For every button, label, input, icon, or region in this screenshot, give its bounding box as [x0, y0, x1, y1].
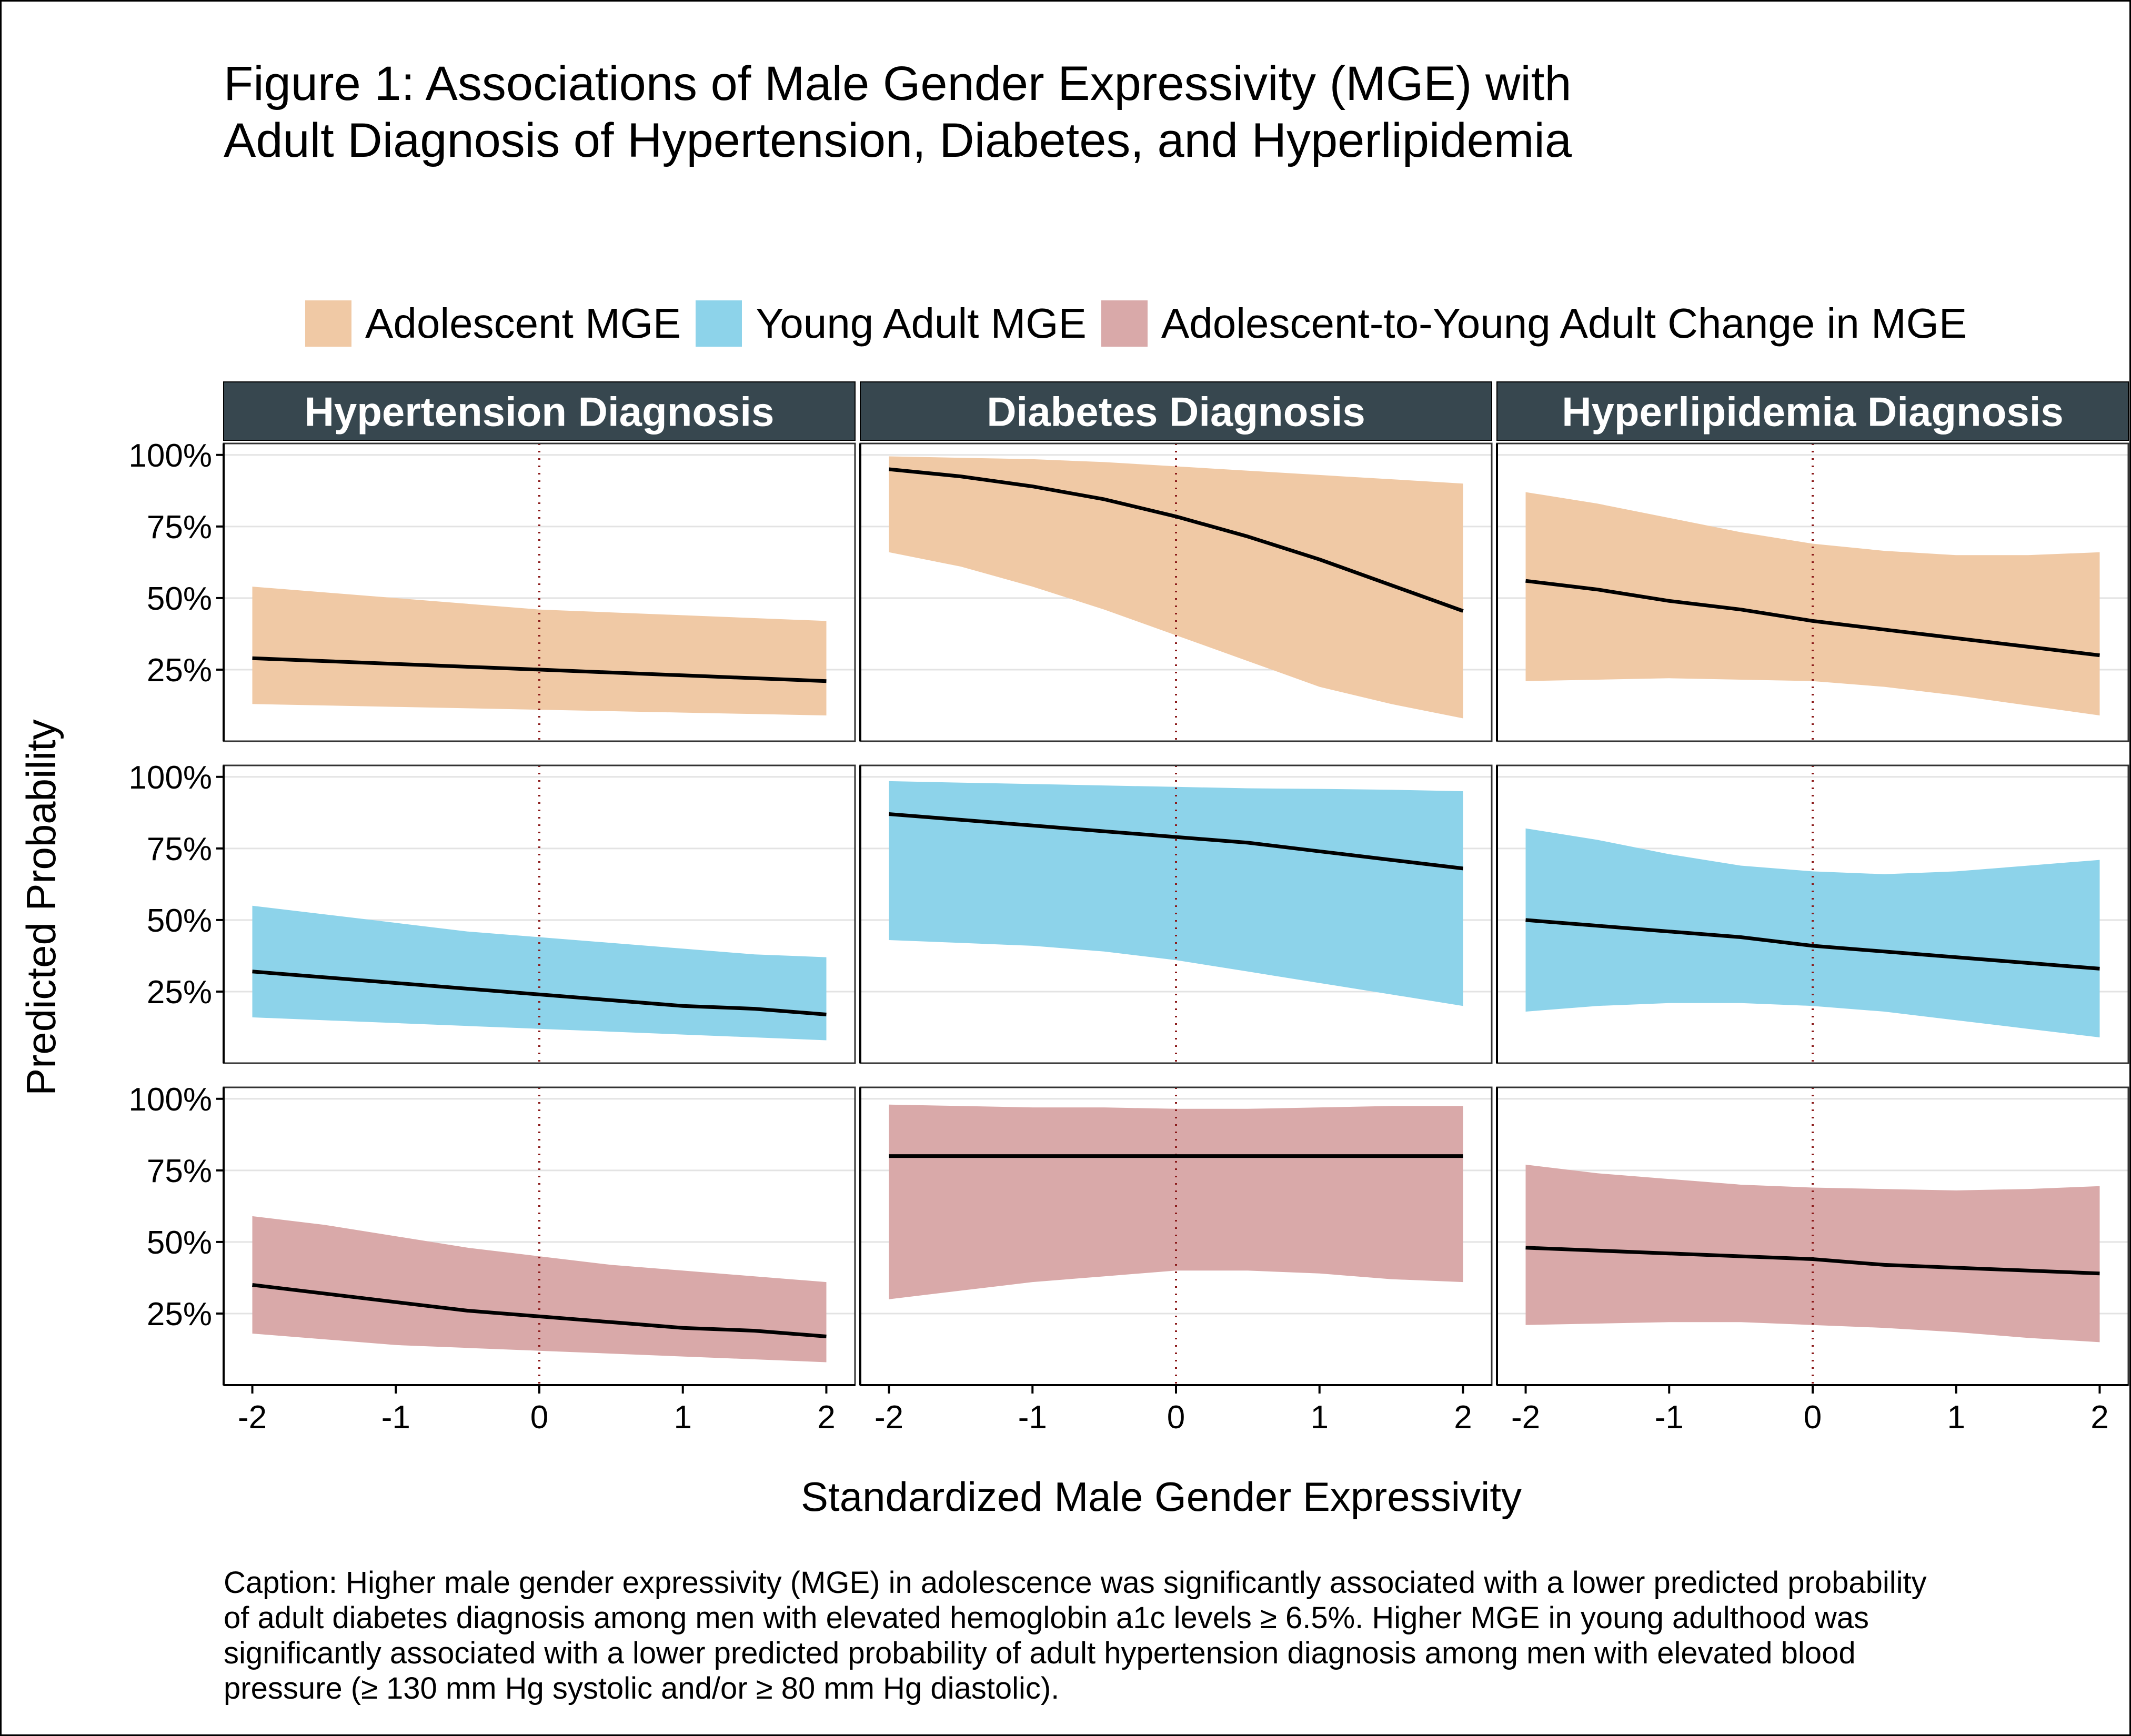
x-tick-label: 1	[1310, 1399, 1328, 1436]
legend-swatch-change	[1101, 300, 1148, 347]
panel-hypertension-diagnosis-young-adult-mge: 100% 75% 50% 25%	[128, 760, 856, 1064]
panel-hypertension-diagnosis-adolescent-to-young-adult-change-in-mge: 100% 75% 50% 25% -2 -1 0 1 2	[128, 1082, 856, 1436]
y-tick-label: 100%	[128, 438, 212, 474]
x-tick-label: 2	[2090, 1399, 2108, 1436]
x-tick-label: -1	[1655, 1399, 1684, 1436]
legend-label-young-adult: Young Adult MGE	[756, 300, 1087, 347]
confidence-band	[1525, 492, 2100, 715]
panel-diabetes-diagnosis-young-adult-mge	[859, 764, 1493, 1064]
y-tick-label: 50%	[147, 581, 212, 617]
x-axis-title: Standardized Male Gender Expressivity	[801, 1473, 1522, 1520]
panel-hyperlipidemia-diagnosis-adolescent-to-young-adult-change-in-mge: -2 -1 0 1 2	[1496, 1086, 2129, 1436]
x-tick-label: 0	[1167, 1399, 1185, 1436]
facet-strip-label-diabetes-diagnosis: Diabetes Diagnosis	[987, 389, 1365, 435]
x-tick-label: -2	[874, 1399, 903, 1436]
legend-swatch-young-adult	[696, 300, 742, 347]
fitted-line	[1525, 918, 2100, 971]
x-tick-label: -1	[381, 1399, 410, 1436]
title-line-1: Figure 1: Associations of Male Gender Ex…	[224, 57, 1572, 110]
x-tick-label: 0	[1804, 1399, 1822, 1436]
facet-strip-label-hyperlipidemia-diagnosis: Hyperlipidemia Diagnosis	[1562, 389, 2064, 435]
figure-title: Figure 1: Associations of Male Gender Ex…	[224, 55, 1572, 169]
fitted-line	[889, 467, 1464, 613]
legend-item-adolescent: Adolescent MGE	[305, 299, 681, 348]
y-tick-label: 75%	[147, 1153, 212, 1189]
y-tick-label: 25%	[147, 652, 212, 689]
legend-item-change: Adolescent-to-Young Adult Change in MGE	[1101, 299, 1967, 348]
facet-strip-diabetes-diagnosis	[860, 381, 1492, 441]
confidence-band	[889, 456, 1463, 719]
confidence-band	[1525, 828, 2100, 1037]
y-tick-label: 50%	[147, 1225, 212, 1261]
facet-strip-hyperlipidemia-diagnosis	[1496, 381, 2129, 441]
y-tick-label: 50%	[147, 903, 212, 939]
x-tick-label: -2	[238, 1399, 267, 1436]
caption-line-3: significantly associated with a lower pr…	[224, 1636, 1856, 1670]
x-tick-label: 2	[1454, 1399, 1472, 1436]
y-tick-label: 25%	[147, 1296, 212, 1333]
panel-diabetes-diagnosis-adolescent-mge	[859, 442, 1493, 742]
fitted-line	[252, 656, 827, 683]
panel-hyperlipidemia-diagnosis-adolescent-mge	[1496, 442, 2129, 742]
facet-strip-label-hypertension-diagnosis: Hypertension Diagnosis	[305, 389, 775, 435]
caption-line-2: of adult diabetes diagnosis among men wi…	[224, 1601, 1869, 1635]
legend: Adolescent MGE Young Adult MGE Adolescen…	[305, 297, 1982, 350]
x-tick-label: -2	[1511, 1399, 1540, 1436]
fitted-line	[1525, 579, 2100, 658]
fitted-line	[889, 812, 1463, 871]
confidence-band	[252, 1216, 827, 1362]
y-axis-title: Predicted Probability	[18, 719, 64, 1095]
x-tick-label: 2	[817, 1399, 835, 1436]
y-tick-label: 75%	[147, 831, 212, 867]
panel-hyperlipidemia-diagnosis-young-adult-mge	[1496, 764, 2129, 1064]
caption-line-1: Caption: Higher male gender expressivity…	[224, 1566, 1927, 1600]
x-tick-label: 1	[1947, 1399, 1965, 1436]
panel-hypertension-diagnosis-adolescent-mge: 100% 75% 50% 25%	[128, 438, 856, 742]
x-tick-label: 1	[674, 1399, 691, 1436]
y-tick-label: 75%	[147, 509, 212, 546]
figure-caption: Caption: Higher male gender expressivity…	[224, 1565, 2097, 1706]
fitted-line	[1525, 1246, 2100, 1276]
y-tick-label: 100%	[128, 760, 212, 796]
facet-strip-hypertension-diagnosis	[223, 381, 856, 441]
y-tick-label: 25%	[147, 974, 212, 1011]
panel-diabetes-diagnosis-adolescent-to-young-adult-change-in-mge: -2 -1 0 1 2	[859, 1086, 1493, 1436]
confidence-band	[1525, 1164, 2100, 1343]
confidence-band	[889, 781, 1463, 1006]
legend-label-adolescent: Adolescent MGE	[365, 300, 681, 347]
x-tick-label: 0	[530, 1399, 548, 1436]
fitted-line	[252, 1283, 827, 1338]
caption-line-4: pressure (≥ 130 mm Hg systolic and/or ≥ …	[224, 1671, 1060, 1705]
confidence-band	[889, 1104, 1463, 1299]
y-tick-label: 100%	[128, 1082, 212, 1118]
legend-label-change: Adolescent-to-Young Adult Change in MGE	[1161, 300, 1967, 347]
legend-swatch-adolescent	[305, 300, 351, 347]
x-tick-label: -1	[1018, 1399, 1047, 1436]
fitted-line	[252, 970, 827, 1016]
legend-item-young-adult: Young Adult MGE	[696, 299, 1087, 348]
title-line-2: Adult Diagnosis of Hypertension, Diabete…	[224, 114, 1572, 167]
